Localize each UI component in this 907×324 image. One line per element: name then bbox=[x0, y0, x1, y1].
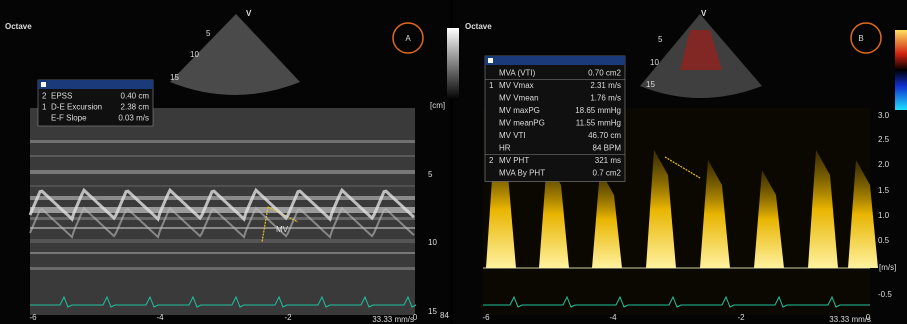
row-name: MVA By PHT bbox=[499, 168, 545, 177]
time-tick-label: -2 bbox=[284, 313, 292, 322]
row-name: MV Vmean bbox=[499, 93, 539, 102]
box-icon bbox=[41, 82, 46, 87]
depth-mark: 10 bbox=[190, 50, 199, 59]
panel-label: A bbox=[405, 34, 411, 43]
time-tick-label: -4 bbox=[156, 313, 164, 322]
preset: Octave bbox=[465, 22, 492, 31]
caliper-label: MV bbox=[276, 225, 289, 234]
time-tick-label: -2 bbox=[737, 313, 745, 322]
depth-unit: [cm] bbox=[430, 101, 445, 110]
row-value: 1.76 m/s bbox=[590, 93, 621, 102]
velocity-tick-label: 1.5 bbox=[878, 186, 890, 195]
sweep-speed: 33.33 mm/s bbox=[829, 315, 871, 324]
depth-tick-label: 10 bbox=[428, 238, 437, 247]
row-value: 0.40 cm bbox=[121, 92, 150, 101]
depth-mark: 5 bbox=[658, 35, 663, 44]
probe-mark: V bbox=[246, 9, 252, 18]
color-bar bbox=[895, 30, 907, 110]
row-value: 2.31 m/s bbox=[590, 81, 621, 90]
row-index: 1 bbox=[489, 81, 494, 90]
row-value: 11.55 mmHg bbox=[576, 118, 621, 127]
depth-tick-label: 5 bbox=[428, 170, 433, 179]
box-icon bbox=[488, 58, 493, 63]
time-tick-label: -6 bbox=[482, 313, 490, 322]
velocity-tick-label: 2.5 bbox=[878, 135, 890, 144]
row-value: 46.70 cm bbox=[588, 131, 621, 140]
depth-mark: 15 bbox=[646, 80, 655, 89]
row-value: 0.7 cm2 bbox=[593, 168, 622, 177]
row-name: MV VTI bbox=[499, 131, 526, 140]
velocity-tick-label: 0.5 bbox=[878, 236, 890, 245]
row-name: MVA (VTI) bbox=[499, 68, 536, 77]
ultrasound-screen: OctaveAV51015-6-4-2033.33 mm/s2EPSS0.40 … bbox=[0, 0, 907, 324]
depth-mark: 5 bbox=[206, 29, 211, 38]
row-value: 321 ms bbox=[595, 156, 621, 165]
time-tick-label: -6 bbox=[29, 313, 37, 322]
row-name: D-E Excursion bbox=[51, 103, 102, 112]
row-value: 84 BPM bbox=[593, 143, 622, 152]
row-name: EPSS bbox=[51, 92, 72, 101]
velocity-tick-label: 2.0 bbox=[878, 160, 890, 169]
velocity-tick-label: -0.5 bbox=[878, 290, 892, 299]
depth-mark: 15 bbox=[170, 73, 179, 82]
heart-rate: 84 bbox=[440, 311, 449, 320]
preset: Octave bbox=[5, 22, 32, 31]
box-header bbox=[485, 56, 625, 65]
row-value: 2.38 cm bbox=[121, 103, 150, 112]
depth-tick-label: 15 bbox=[428, 307, 437, 316]
velocity-tick-label: 3.0 bbox=[878, 111, 890, 120]
box-header bbox=[38, 80, 153, 89]
row-name: E-F Slope bbox=[51, 114, 87, 123]
row-name: HR bbox=[499, 143, 511, 152]
probe-mark: V bbox=[701, 9, 707, 18]
sweep-speed: 33.33 mm/s bbox=[372, 315, 414, 324]
panel-label: B bbox=[858, 34, 863, 43]
velocity-unit: [m/s] bbox=[879, 263, 896, 272]
row-value: 18.65 mmHg bbox=[575, 106, 621, 115]
gray-bar bbox=[447, 28, 459, 100]
row-index: 2 bbox=[42, 92, 47, 101]
row-name: MV PHT bbox=[499, 156, 529, 165]
row-index: 1 bbox=[42, 103, 47, 112]
velocity-tick-label: 1.0 bbox=[878, 211, 890, 220]
row-value: 0.03 m/s bbox=[118, 114, 149, 123]
row-name: MV Vmax bbox=[499, 81, 534, 90]
depth-mark: 10 bbox=[650, 58, 659, 67]
row-value: 0.70 cm2 bbox=[588, 68, 621, 77]
row-name: MV maxPG bbox=[499, 106, 540, 115]
row-index: 2 bbox=[489, 156, 494, 165]
row-name: MV meanPG bbox=[499, 118, 545, 127]
time-tick-label: -4 bbox=[609, 313, 617, 322]
